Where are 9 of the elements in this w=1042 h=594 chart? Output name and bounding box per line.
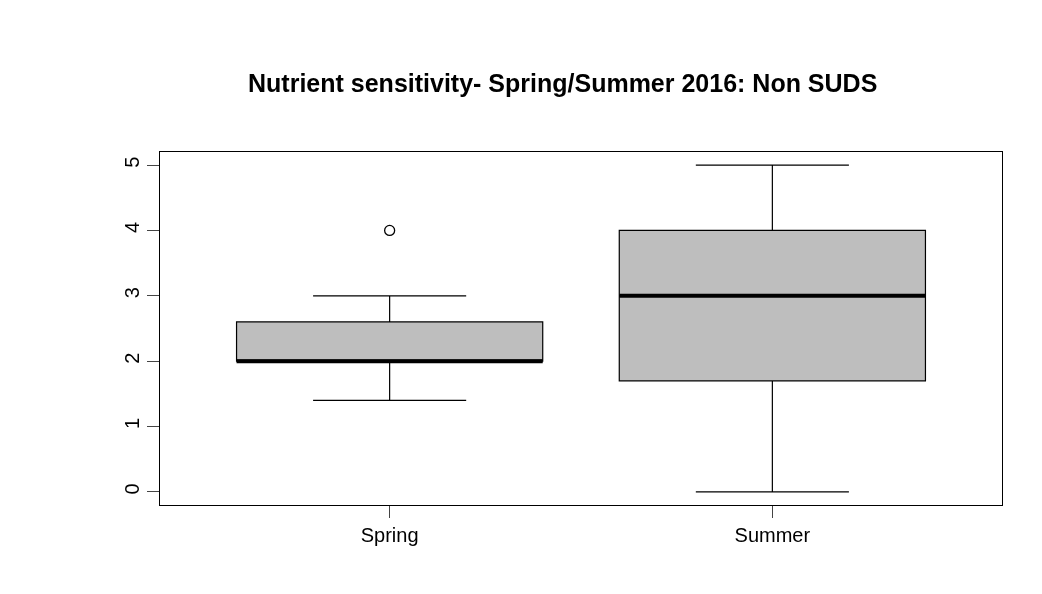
chart-title: Nutrient sensitivity- Spring/Summer 2016: Non SUDS <box>248 68 878 97</box>
y-tick-label: 5 <box>121 156 143 168</box>
y-tick-label: 3 <box>121 287 143 299</box>
y-tick-label: 4 <box>121 221 143 233</box>
y-tick-label: 2 <box>121 352 143 364</box>
x-tick-label: Spring <box>360 524 419 546</box>
y-tick-label: 1 <box>121 418 143 430</box>
y-tick-label: 0 <box>121 483 143 495</box>
x-tick-label: Summer <box>734 524 811 546</box>
